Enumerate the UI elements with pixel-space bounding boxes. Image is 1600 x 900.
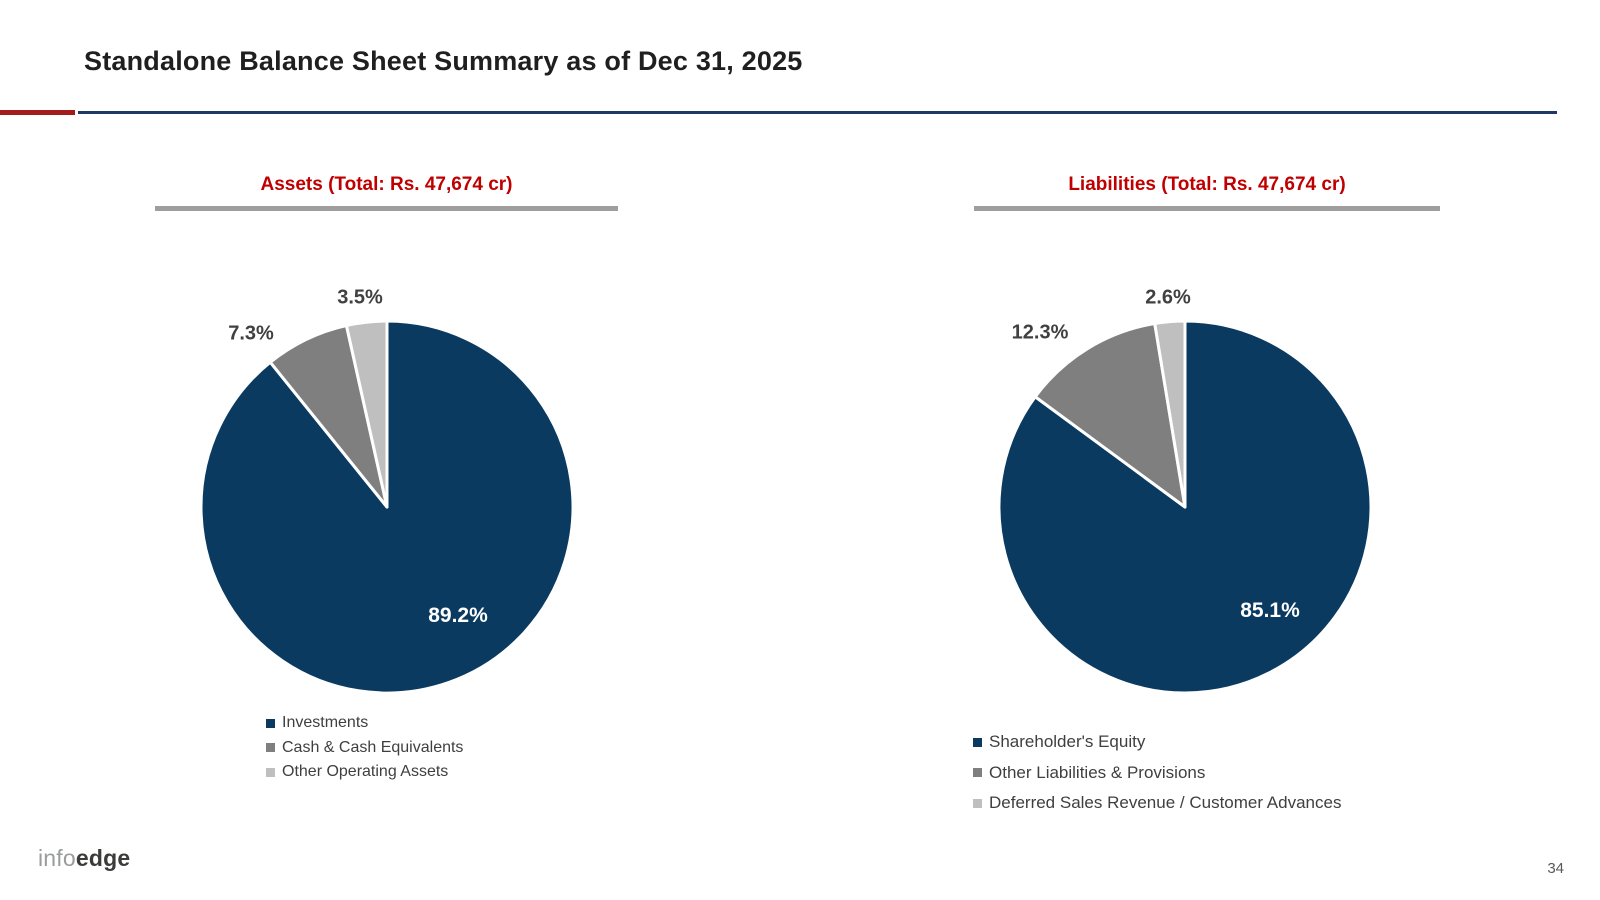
assets-pie-chart xyxy=(199,319,575,695)
legend-item-other-operating-assets: Other Operating Assets xyxy=(266,760,463,785)
legend-marker-cash xyxy=(266,743,275,753)
liabilities-title-underline xyxy=(974,206,1440,211)
legend-marker-shareholders-equity xyxy=(973,737,982,747)
legend-label-deferred-revenue: Deferred Sales Revenue / Customer Advanc… xyxy=(989,793,1342,813)
assets-other-pct-label: 3.5% xyxy=(337,286,383,309)
legend-item-deferred-revenue: Deferred Sales Revenue / Customer Advanc… xyxy=(973,788,1341,819)
legend-item-shareholders-equity: Shareholder's Equity xyxy=(973,727,1341,758)
page-number: 34 xyxy=(1547,860,1564,877)
logo-text-bold: edge xyxy=(75,845,131,871)
pie-slice xyxy=(1033,321,1187,509)
slide-title: Standalone Balance Sheet Summary as of D… xyxy=(84,46,803,76)
header-rule-red-segment xyxy=(0,110,75,115)
legend-item-investments: Investments xyxy=(266,711,463,736)
legend-marker-other-liabilities xyxy=(973,768,982,778)
liabilities-other-pct-label: 12.3% xyxy=(1011,321,1069,344)
assets-chart-title: Assets (Total: Rs. 47,674 cr) xyxy=(260,174,513,195)
pie-slice xyxy=(1153,319,1187,509)
liabilities-chart-title: Liabilities (Total: Rs. 47,674 cr) xyxy=(1068,174,1346,195)
liabilities-deferred-pct-label: 2.6% xyxy=(1145,286,1191,309)
assets-investments-pct-label: 89.2% xyxy=(428,604,488,627)
header-rule-navy xyxy=(78,111,1557,114)
legend-marker-investments xyxy=(266,718,275,728)
legend-label-other-liabilities: Other Liabilities & Provisions xyxy=(989,762,1206,782)
liabilities-legend: Shareholder's Equity Other Liabilities &… xyxy=(973,727,1341,819)
legend-marker-deferred-revenue xyxy=(973,798,982,808)
pie-slice xyxy=(344,319,389,509)
legend-label-investments: Investments xyxy=(282,714,369,732)
logo-text-light: info xyxy=(38,845,76,871)
legend-marker-other-operating-assets xyxy=(266,767,275,777)
assets-legend: Investments Cash & Cash Equivalents Othe… xyxy=(266,711,463,785)
assets-cash-pct-label: 7.3% xyxy=(228,322,274,345)
legend-label-other-operating-assets: Other Operating Assets xyxy=(282,763,449,781)
liabilities-pie-chart xyxy=(997,319,1373,695)
assets-title-underline xyxy=(155,206,618,211)
legend-label-cash: Cash & Cash Equivalents xyxy=(282,738,464,756)
legend-label-shareholders-equity: Shareholder's Equity xyxy=(989,732,1146,752)
infoedge-logo: infoedge xyxy=(38,845,130,872)
legend-item-other-liabilities: Other Liabilities & Provisions xyxy=(973,758,1341,789)
legend-item-cash: Cash & Cash Equivalents xyxy=(266,736,463,761)
liabilities-equity-pct-label: 85.1% xyxy=(1240,599,1300,622)
